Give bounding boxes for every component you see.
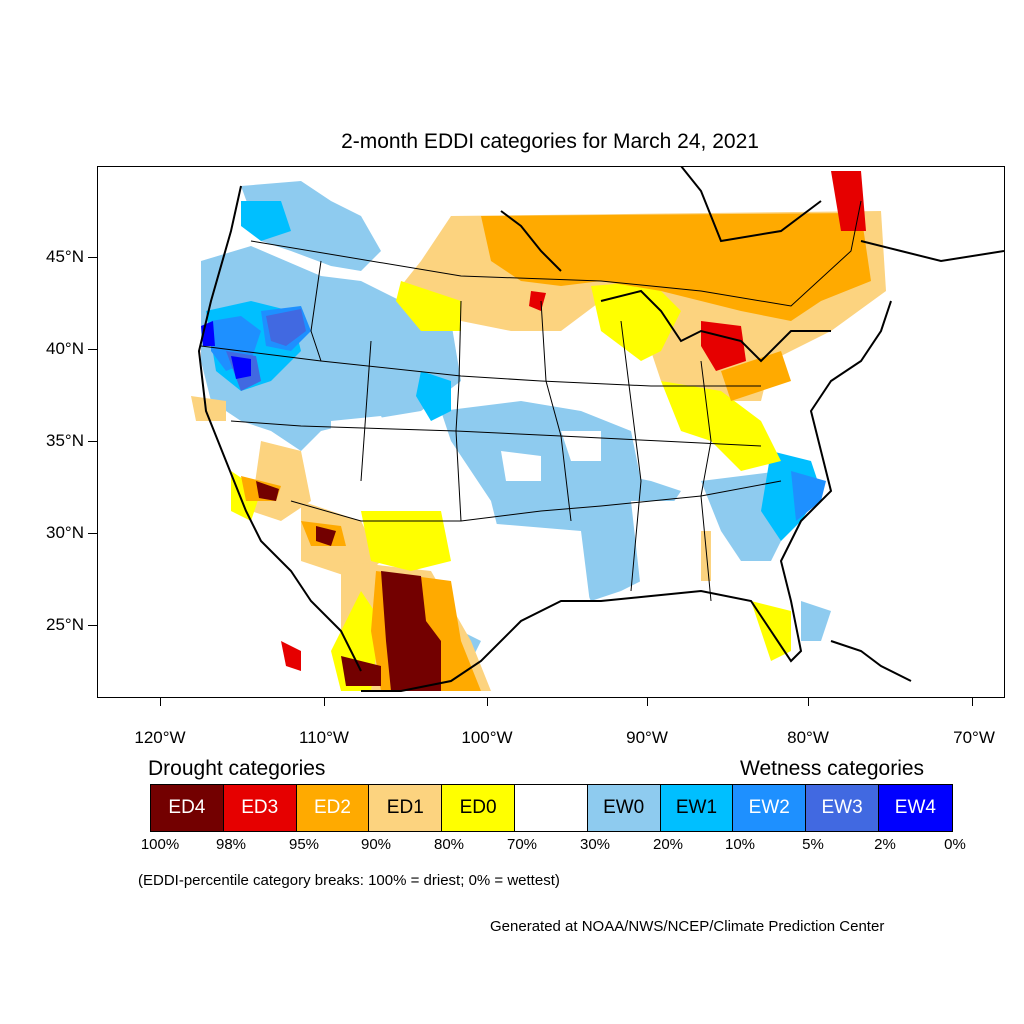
lat-tick — [88, 533, 97, 534]
break-label: 10% — [724, 836, 756, 853]
wetness-heading: Wetness categories — [740, 757, 925, 780]
break-label: 20% — [652, 836, 684, 853]
lon-label-80w: 80°W — [787, 728, 829, 747]
category-note: (EDDI-percentile category breaks: 100% =… — [138, 872, 560, 889]
lat-tick — [88, 625, 97, 626]
legend-cell-ew1: EW1 — [660, 785, 734, 831]
break-label: 30% — [579, 836, 611, 853]
legend-colorbar: ED4 ED3 ED2 ED1 ED0 EW0 EW1 EW2 EW3 EW4 — [150, 784, 953, 832]
legend-cell-ed1: ED1 — [369, 785, 443, 831]
legend-cell-ew2: EW2 — [733, 785, 807, 831]
break-label: 5% — [802, 836, 824, 853]
break-label: 95% — [288, 836, 320, 853]
legend-cell-ew4: EW4 — [878, 785, 952, 831]
lon-label-110w: 110°W — [299, 728, 349, 747]
map-panel — [97, 166, 1005, 698]
legend-cell-ed0: ED0 — [442, 785, 515, 831]
legend-cell-ed3: ED3 — [223, 785, 297, 831]
legend-cell-none — [514, 785, 588, 831]
break-label: 2% — [874, 836, 896, 853]
legend-cell-ew0: EW0 — [587, 785, 661, 831]
break-label: 98% — [215, 836, 247, 853]
lat-label-40: 40°N — [46, 339, 84, 358]
boundaries — [200, 200, 862, 602]
credit-line: Generated at NOAA/NWS/NCEP/Climate Predi… — [490, 918, 885, 935]
no-category-regions — [331, 416, 701, 631]
lon-tick — [808, 697, 809, 706]
legend-cell-ed4: ED4 — [151, 785, 224, 831]
lon-label-70w: 70°W — [953, 728, 995, 747]
lon-tick — [647, 697, 648, 706]
lat-label-25: 25°N — [46, 615, 84, 634]
break-label: 0% — [944, 836, 966, 853]
lat-label-45: 45°N — [46, 247, 84, 266]
lat-tick — [88, 349, 97, 350]
break-label: 80% — [433, 836, 465, 853]
break-label: 70% — [506, 836, 538, 853]
break-label: 100% — [140, 836, 180, 853]
lon-tick — [160, 697, 161, 706]
coastlines — [197, 167, 1004, 692]
eddi-map — [191, 167, 1004, 692]
lon-tick — [487, 697, 488, 706]
lat-tick — [88, 257, 97, 258]
lon-tick — [972, 697, 973, 706]
lat-tick — [88, 441, 97, 442]
lon-label-100w: 100°W — [461, 728, 513, 747]
lat-label-30: 30°N — [46, 523, 84, 542]
legend-cell-ed2: ED2 — [296, 785, 370, 831]
lat-label-35: 35°N — [46, 431, 84, 450]
chart-title: 2-month EDDI categories for March 24, 20… — [341, 130, 759, 153]
lon-label-120w: 120°W — [134, 728, 186, 747]
legend-cell-ew3: EW3 — [806, 785, 879, 831]
break-label: 90% — [360, 836, 392, 853]
lon-tick — [324, 697, 325, 706]
drought-heading: Drought categories — [148, 757, 326, 780]
lon-label-90w: 90°W — [626, 728, 668, 747]
